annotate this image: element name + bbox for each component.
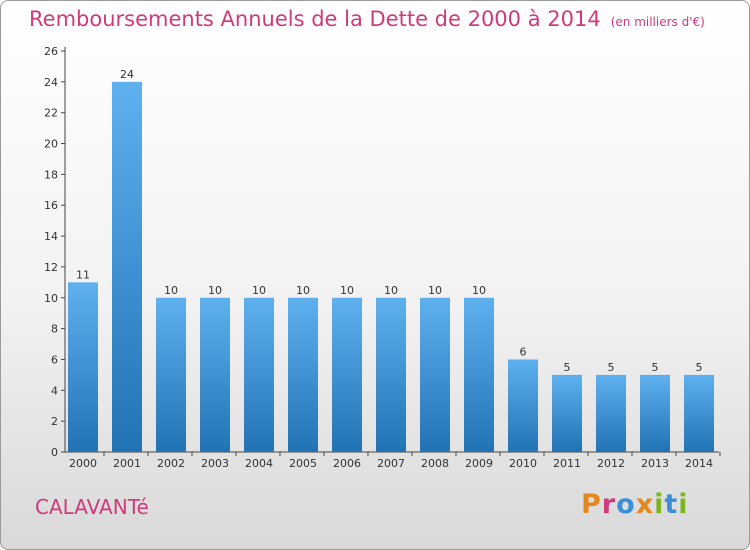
bar	[376, 297, 406, 452]
x-tick-label: 2011	[553, 457, 581, 470]
data-label: 10	[384, 284, 398, 297]
bar	[684, 374, 714, 452]
logo-letter: i	[654, 489, 665, 520]
x-tick-label: 2008	[421, 457, 449, 470]
data-label: 10	[428, 284, 442, 297]
bar	[68, 282, 98, 452]
y-tick-label: 8	[51, 323, 58, 336]
bar	[244, 297, 274, 452]
bar	[200, 297, 230, 452]
y-tick-label: 20	[44, 138, 58, 151]
x-tick-label: 2012	[597, 457, 625, 470]
logo-letter: i	[678, 489, 689, 520]
x-tick-label: 2001	[113, 457, 141, 470]
data-label: 24	[120, 68, 134, 81]
y-tick-label: 26	[44, 45, 58, 58]
x-tick-label: 2014	[685, 457, 713, 470]
x-tick-label: 2010	[509, 457, 537, 470]
data-label: 5	[564, 361, 571, 374]
data-label: 10	[252, 284, 266, 297]
data-label: 5	[696, 361, 703, 374]
bar	[552, 374, 582, 452]
logo-letter: P	[581, 489, 602, 520]
data-label: 6	[520, 345, 527, 358]
data-label: 10	[340, 284, 354, 297]
y-tick-label: 0	[51, 446, 58, 459]
logo-letter: o	[616, 489, 636, 520]
y-tick-label: 18	[44, 168, 58, 181]
unit-note: (en milliers d'€)	[610, 15, 705, 29]
y-tick-label: 22	[44, 107, 58, 120]
title-text: Remboursements Annuels de la Dette de 20…	[29, 7, 601, 31]
data-label: 5	[652, 361, 659, 374]
bar	[596, 374, 626, 452]
data-label: 10	[472, 284, 486, 297]
data-label: 11	[76, 268, 90, 281]
bar	[288, 297, 318, 452]
data-label: 10	[208, 284, 222, 297]
data-label: 10	[296, 284, 310, 297]
x-tick-label: 2013	[641, 457, 669, 470]
data-label: 10	[164, 284, 178, 297]
bar	[112, 81, 142, 452]
y-tick-label: 6	[51, 353, 58, 366]
x-tick-label: 2006	[333, 457, 361, 470]
bar	[508, 359, 538, 452]
y-tick-label: 14	[44, 230, 58, 243]
place-name: CALAVANTé	[35, 495, 149, 519]
x-tick-label: 2002	[157, 457, 185, 470]
x-tick-label: 2007	[377, 457, 405, 470]
x-tick-label: 2005	[289, 457, 317, 470]
proxiti-logo: Proxiti	[581, 489, 689, 520]
bar	[464, 297, 494, 452]
chart-title: Remboursements Annuels de la Dette de 20…	[29, 7, 705, 31]
bar	[156, 297, 186, 452]
x-tick-label: 2003	[201, 457, 229, 470]
bar	[640, 374, 670, 452]
logo-letter: r	[601, 489, 617, 520]
bar	[420, 297, 450, 452]
y-tick-label: 4	[51, 384, 58, 397]
bar	[332, 297, 362, 452]
x-tick-label: 2009	[465, 457, 493, 470]
y-tick-label: 10	[44, 292, 58, 305]
data-label: 5	[608, 361, 615, 374]
x-tick-label: 2000	[69, 457, 97, 470]
logo-letter: t	[664, 489, 679, 520]
y-tick-label: 2	[51, 415, 58, 428]
y-tick-label: 12	[44, 261, 58, 274]
x-tick-label: 2004	[245, 457, 273, 470]
logo-letter: x	[635, 489, 655, 520]
y-tick-label: 24	[44, 76, 58, 89]
y-tick-label: 16	[44, 199, 58, 212]
